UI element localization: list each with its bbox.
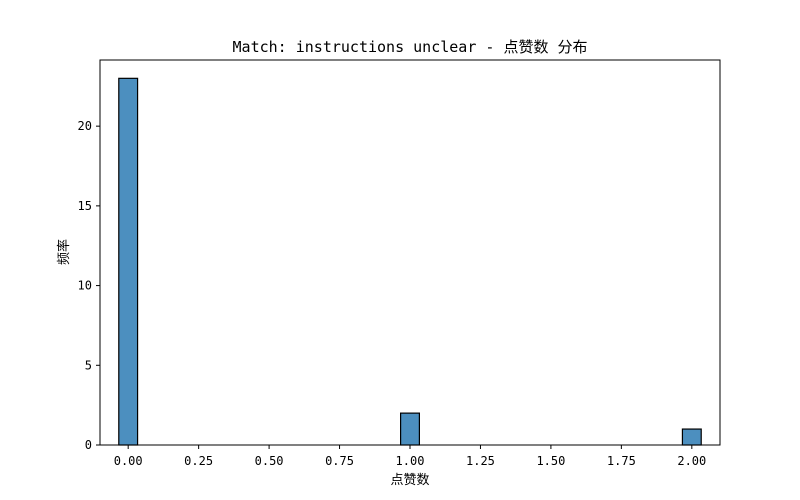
y-axis-label: 频率 <box>56 239 72 265</box>
x-tick-label: 0.25 <box>184 454 213 468</box>
histogram-bar-2 <box>681 428 702 446</box>
x-tick-label: 1.75 <box>607 454 636 468</box>
x-axis-ticks: 0.00 0.25 0.50 0.75 1.00 1.25 1.50 1.75 2.00 <box>114 445 706 468</box>
chart-title: Match: instructions unclear - 点赞数 分布 <box>233 38 588 56</box>
y-tick-label: 5 <box>85 358 92 372</box>
plot-area-frame <box>99 59 721 446</box>
histogram-bar-1 <box>400 412 421 446</box>
x-tick-label: 0.75 <box>325 454 354 468</box>
y-tick-label: 10 <box>78 279 92 293</box>
x-tick-label: 0.50 <box>255 454 284 468</box>
x-tick-label: 0.00 <box>114 454 143 468</box>
y-axis-ticks: 0 5 10 15 20 <box>78 119 100 452</box>
y-tick-label: 15 <box>78 199 92 213</box>
x-tick-label: 1.50 <box>536 454 565 468</box>
histogram-bar-0 <box>118 77 139 446</box>
y-tick-label: 20 <box>78 119 92 133</box>
bars-group <box>118 77 702 446</box>
x-tick-label: 2.00 <box>677 454 706 468</box>
x-tick-label: 1.00 <box>396 454 425 468</box>
x-axis-label: 点赞数 <box>390 473 429 488</box>
x-tick-label: 1.25 <box>466 454 495 468</box>
y-tick-label: 0 <box>85 438 92 452</box>
